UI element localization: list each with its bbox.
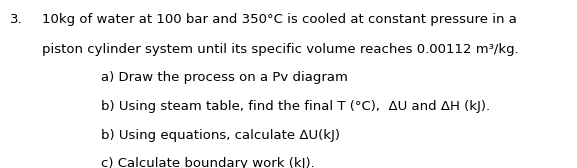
Text: c) Calculate boundary work (kJ).: c) Calculate boundary work (kJ). <box>101 157 314 168</box>
Text: b) Using steam table, find the final T (°C),  ΔU and ΔH (kJ).: b) Using steam table, find the final T (… <box>101 100 490 113</box>
Text: a) Draw the process on a Pv diagram: a) Draw the process on a Pv diagram <box>101 71 348 84</box>
Text: 10kg of water at 100 bar and 350°C is cooled at constant pressure in a: 10kg of water at 100 bar and 350°C is co… <box>42 13 516 26</box>
Text: b) Using equations, calculate ΔU(kJ): b) Using equations, calculate ΔU(kJ) <box>101 129 340 141</box>
Text: piston cylinder system until its specific volume reaches 0.00112 m³/kg.: piston cylinder system until its specifi… <box>42 43 518 56</box>
Text: 3.: 3. <box>10 13 23 26</box>
